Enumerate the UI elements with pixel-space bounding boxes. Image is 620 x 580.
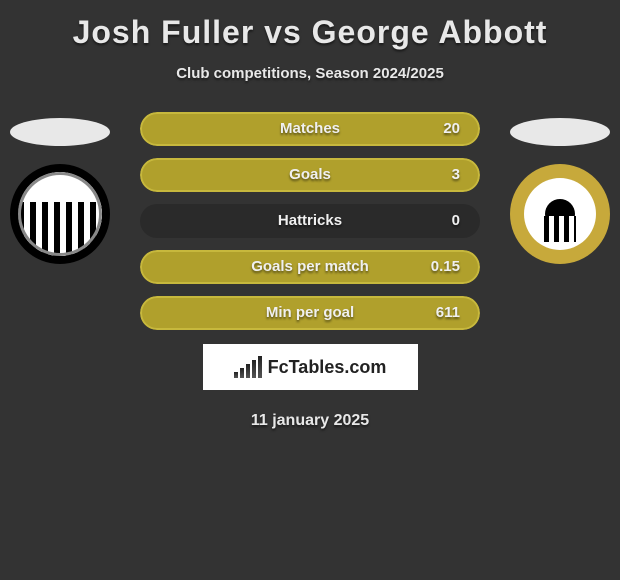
player-photo-left: [10, 118, 110, 146]
stat-label: Hattricks: [140, 204, 480, 238]
page-subtitle: Club competitions, Season 2024/2025: [0, 65, 620, 82]
stat-value: 0.15: [431, 250, 460, 284]
page-title: Josh Fuller vs George Abbott: [0, 0, 620, 51]
stat-label: Matches: [140, 112, 480, 146]
stat-value: 3: [452, 158, 460, 192]
stat-value: 611: [436, 296, 460, 330]
stat-label: Goals per match: [140, 250, 480, 284]
stat-value: 20: [443, 112, 460, 146]
stats-list: Matches20 Goals3 Hattricks0 Goals per match…: [140, 112, 480, 330]
stat-row: Goals3: [140, 158, 480, 192]
club-crest-left: [10, 164, 110, 264]
stat-label: Min per goal: [140, 296, 480, 330]
fctables-badge[interactable]: FcTables.com: [203, 344, 418, 390]
stat-row: Matches20: [140, 112, 480, 146]
stat-value: 0: [452, 204, 460, 238]
stat-row: Hattricks0: [140, 204, 480, 238]
club-crest-right: [510, 164, 610, 264]
bar-chart-icon: [234, 356, 262, 378]
date-label: 11 january 2025: [0, 412, 620, 430]
stat-row: Goals per match0.15: [140, 250, 480, 284]
stat-label: Goals: [140, 158, 480, 192]
stat-row: Min per goal611: [140, 296, 480, 330]
player-photo-right: [510, 118, 610, 146]
badge-text: FcTables.com: [268, 357, 387, 378]
